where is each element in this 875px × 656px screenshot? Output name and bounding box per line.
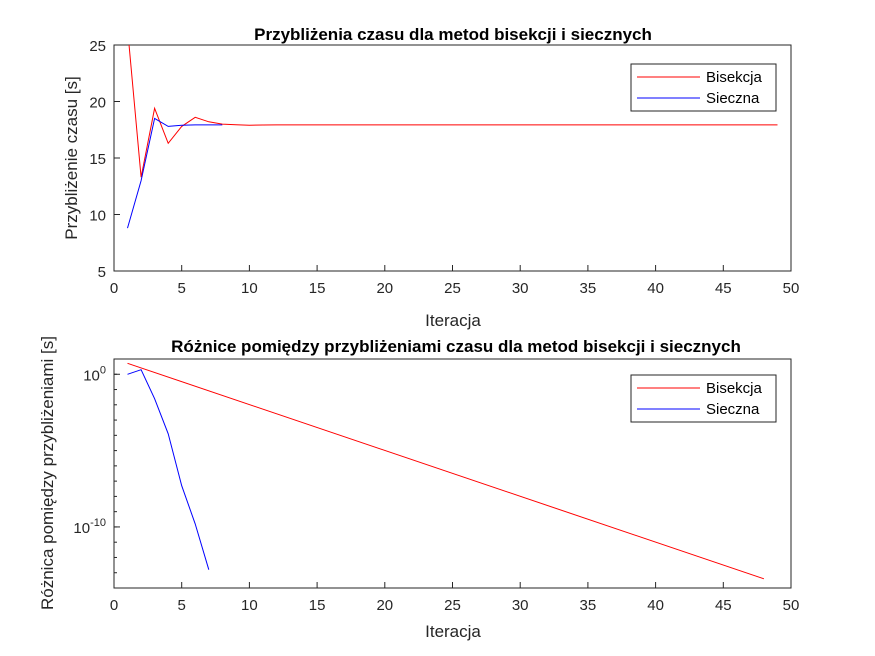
- series-lines: [127, 45, 778, 229]
- y-tick-label: 100: [83, 364, 106, 384]
- x-tick-label: 40: [647, 597, 664, 614]
- legend-box: [630, 63, 777, 112]
- x-tick-label: 10: [241, 280, 258, 297]
- x-tick-label: 5: [178, 597, 186, 614]
- chart-title: Różnice pomiędzy przybliżeniami czasu dl…: [171, 337, 741, 356]
- x-tick-label: 0: [110, 280, 118, 297]
- legend: Bisekcja Sieczna: [630, 63, 777, 112]
- x-tick-label: 50: [783, 280, 800, 297]
- y-tick-label: 20: [89, 95, 106, 112]
- chart-differences: Różnice pomiędzy przybliżeniami czasu dl…: [38, 336, 799, 641]
- y-axis-label: Różnica pomiędzy przybliżeniami [s]: [38, 336, 57, 610]
- legend-label-bisekcja: Bisekcja: [706, 69, 763, 86]
- x-tick-label: 45: [715, 280, 732, 297]
- x-tick-label: 20: [376, 280, 393, 297]
- x-tick-label: 15: [309, 597, 326, 614]
- x-tick-label: 25: [444, 597, 461, 614]
- y-tick-label: 25: [89, 38, 106, 55]
- y-tick-label: 10-10: [73, 517, 106, 537]
- x-tick-label: 30: [512, 280, 529, 297]
- x-tick-label: 25: [444, 280, 461, 297]
- series-lines: [127, 362, 765, 580]
- chart-approximations: Przybliżenia czasu dla metod bisekcji i …: [62, 25, 799, 330]
- x-tick-label: 30: [512, 597, 529, 614]
- series-line-sieczna: [127, 369, 210, 570]
- x-tick-label: 50: [783, 597, 800, 614]
- y-tick-label: 10: [89, 208, 106, 225]
- legend-label-bisekcja: Bisekcja: [706, 380, 763, 397]
- x-axis-label: Iteracja: [425, 622, 481, 641]
- x-axis-label: Iteracja: [425, 311, 481, 330]
- series-line-bisekcja: [127, 362, 765, 580]
- legend-label-sieczna: Sieczna: [706, 401, 760, 418]
- legend-box: [630, 374, 777, 423]
- x-tick-label: 20: [376, 597, 393, 614]
- x-tick-label: 35: [580, 280, 597, 297]
- x-tick-label: 35: [580, 597, 597, 614]
- x-ticks: 0 5 10 15 20 25 30 35 40 45 50: [110, 265, 800, 297]
- legend-label-sieczna: Sieczna: [706, 90, 760, 107]
- y-ticks: 5 10 15 20 25: [89, 38, 120, 281]
- y-tick-label: 5: [98, 264, 106, 281]
- x-tick-label: 5: [178, 280, 186, 297]
- y-axis-label: Przybliżenie czasu [s]: [62, 76, 81, 239]
- legend: Bisekcja Sieczna: [630, 374, 777, 423]
- x-tick-label: 40: [647, 280, 664, 297]
- y-tick-label: 15: [89, 151, 106, 168]
- series-line-bisekcja: [128, 45, 778, 178]
- x-tick-label: 15: [309, 280, 326, 297]
- x-tick-label: 0: [110, 597, 118, 614]
- series-line-sieczna: [127, 117, 223, 229]
- y-ticks: 10-10 100: [73, 358, 120, 589]
- x-ticks: 0 5 10 15 20 25 30 35 40 45 50: [110, 582, 800, 614]
- x-tick-label: 45: [715, 597, 732, 614]
- chart-title: Przybliżenia czasu dla metod bisekcji i …: [254, 25, 652, 44]
- x-tick-label: 10: [241, 597, 258, 614]
